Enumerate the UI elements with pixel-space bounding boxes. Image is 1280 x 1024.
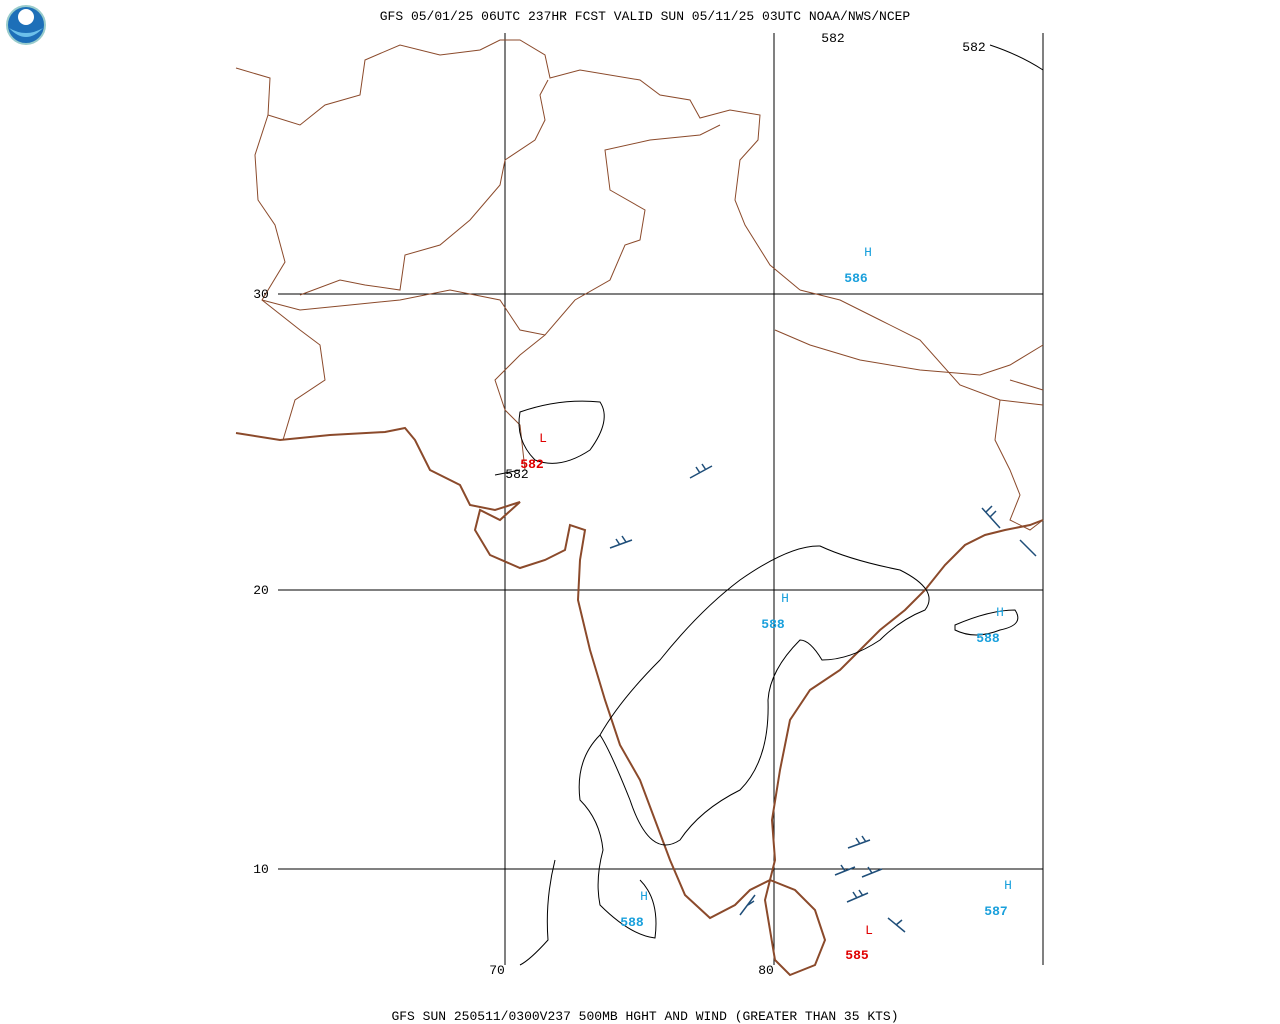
coastlines <box>235 426 1044 977</box>
pressure-center-value: 582 <box>520 457 544 472</box>
pressure-center-symbol: H <box>996 605 1004 620</box>
pressure-center-symbol: H <box>781 591 789 606</box>
longitude-label: 70 <box>489 963 505 978</box>
map-title: GFS 05/01/25 06UTC 237HR FCST VALID SUN … <box>380 9 911 24</box>
map-caption: GFS SUN 250511/0300V237 500MB HGHT AND W… <box>391 1009 898 1024</box>
latitude-label: 20 <box>253 583 269 598</box>
contour-label: 582 <box>962 40 985 55</box>
pressure-center-value: 588 <box>976 631 1000 646</box>
wind-barbs <box>609 463 1037 933</box>
pressure-center-value: 587 <box>984 904 1007 919</box>
pressure-center-symbol: L <box>865 923 873 938</box>
pressure-center-symbol: H <box>864 245 872 260</box>
height-contours <box>494 44 1044 966</box>
political-borders <box>235 39 1044 531</box>
pressure-center-value: 588 <box>761 617 785 632</box>
pressure-center-symbol: L <box>539 431 547 446</box>
pressure-center-value: 586 <box>844 271 868 286</box>
pressure-center-value: 588 <box>620 915 644 930</box>
pressure-center-symbol: H <box>1004 878 1012 893</box>
graticule <box>278 33 1044 965</box>
pressure-center-value: 585 <box>845 948 869 963</box>
contour-label: 582 <box>505 467 528 482</box>
longitude-label: 80 <box>758 963 774 978</box>
latitude-label: 30 <box>253 287 269 302</box>
noaa-logo <box>6 5 46 45</box>
pressure-center-symbol: H <box>640 889 648 904</box>
contour-label: 582 <box>821 31 844 46</box>
latitude-label: 10 <box>253 862 269 877</box>
